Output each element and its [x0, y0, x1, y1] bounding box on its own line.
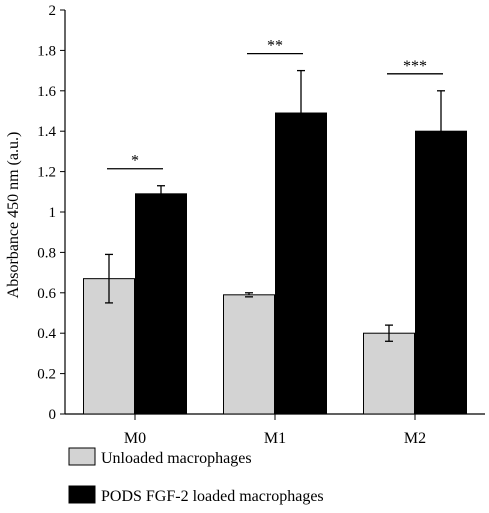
- legend-swatch: [68, 447, 96, 466]
- y-axis-label: Absorbance 450 nm (a.u.): [5, 132, 22, 299]
- y-tick-label: 0: [49, 407, 57, 423]
- y-tick-label: 1.2: [37, 165, 56, 181]
- y-tick-label: 0.2: [37, 367, 56, 383]
- significance-markers: ******: [107, 38, 443, 170]
- y-tick-label: 1.8: [37, 43, 56, 59]
- legend: Unloaded macrophages PODS FGF-2 loaded ma…: [68, 447, 324, 505]
- y-tick-label: 1: [49, 205, 57, 221]
- x-tick-label: M0: [124, 430, 146, 447]
- y-tick-label: 0.6: [37, 286, 56, 302]
- x-tick-label: M1: [264, 430, 286, 447]
- significance-marker: *: [131, 153, 139, 170]
- y-tick-label: 0.8: [37, 245, 56, 261]
- legend-label: PODS FGF-2 loaded macrophages: [101, 488, 324, 505]
- error-bars: [105, 69, 445, 342]
- axes: 0 0.2 0.4 0.6 0.8 1 1.2 1.4 1.6 1.8 2 M0 M1 M2: [37, 3, 485, 447]
- y-tick-label: 0.4: [37, 326, 56, 342]
- bar-loaded-m0: [135, 193, 187, 415]
- y-tick-label: 2: [49, 3, 57, 19]
- x-tick-label: M2: [404, 430, 426, 447]
- legend-label: Unloaded macrophages: [101, 450, 252, 467]
- bar-loaded-m1: [275, 112, 327, 415]
- legend-swatch: [68, 485, 96, 504]
- bar-unloaded-m1: [223, 294, 275, 415]
- y-tick-label: 1.6: [37, 84, 56, 100]
- bar-unloaded-m2: [363, 332, 415, 415]
- significance-marker: **: [267, 38, 283, 55]
- significance-marker: ***: [403, 58, 427, 75]
- bar-loaded-m2: [415, 130, 467, 415]
- y-tick-label: 1.4: [37, 124, 56, 140]
- bars: [83, 112, 467, 415]
